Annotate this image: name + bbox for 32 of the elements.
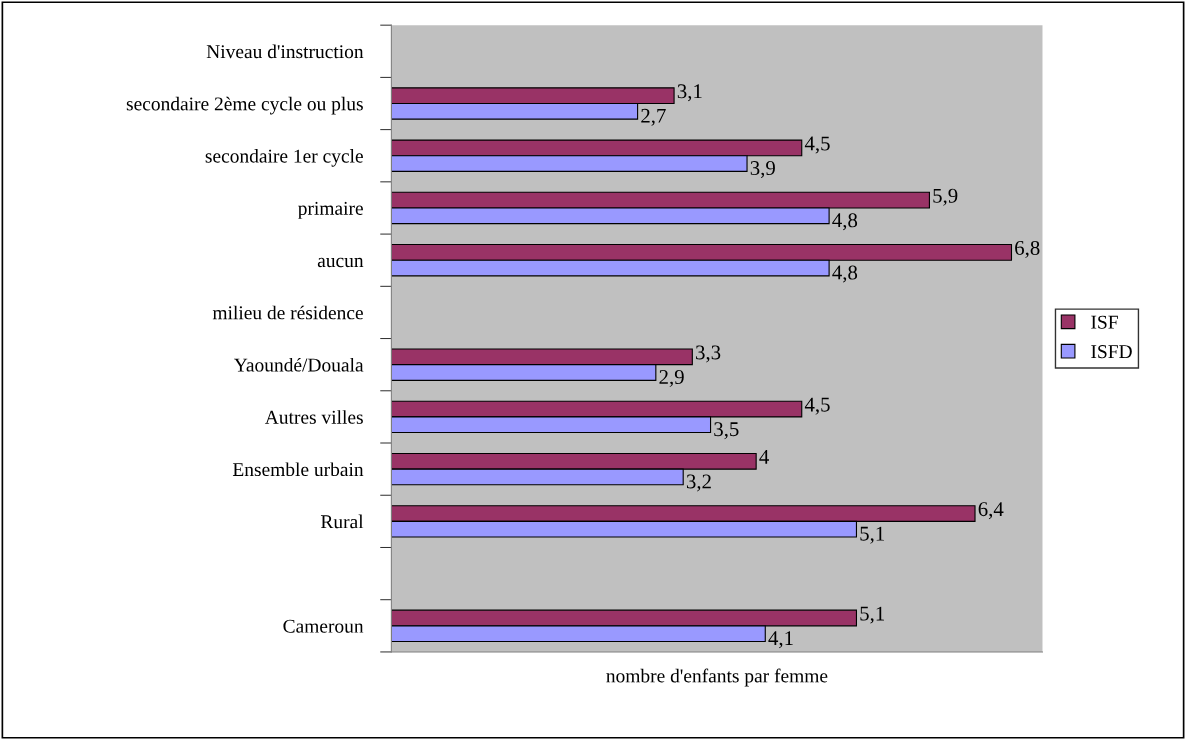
data-label: 5,1	[860, 526, 884, 544]
data-label: 4,1	[768, 631, 793, 649]
data-label: 4	[759, 449, 769, 464]
data-label: 2,7	[641, 108, 666, 126]
y-tick-label: secondaire 1er cycle	[205, 148, 363, 167]
data-label: 3,2	[686, 474, 711, 492]
data-label: 4,8	[832, 265, 858, 283]
legend-label: ISF	[1091, 315, 1118, 329]
y-tick-label: primaire	[298, 201, 363, 219]
data-label: 4,5	[804, 397, 830, 415]
data-label: 3,3	[696, 345, 721, 363]
data-label: 3,5	[714, 422, 739, 440]
data-label: 4,5	[804, 136, 830, 154]
y-tick-label: Niveau d'instruction	[206, 44, 364, 59]
y-tick-label: Ensemble urbain	[232, 462, 364, 477]
x-axis-title: nombre d'enfants par femme	[606, 668, 828, 687]
data-label: 3,9	[750, 161, 775, 179]
data-label: 6,8	[1015, 240, 1040, 258]
data-label: 4,8	[832, 213, 858, 231]
y-tick-label: Cameroun	[283, 619, 364, 633]
data-label: 5,9	[933, 188, 958, 206]
data-label: 2,9	[659, 369, 684, 387]
legend-label: ISFD	[1091, 345, 1132, 359]
y-tick-label: secondaire 2ème cycle ou plus	[126, 96, 363, 115]
y-tick-label: Autres villes	[264, 410, 363, 424]
data-label: 5,1	[860, 606, 884, 624]
data-label: 6,4	[978, 502, 1004, 520]
data-label: 3,1	[677, 84, 702, 102]
y-tick-label: Rural	[320, 514, 364, 529]
y-tick-label: milieu de résidence	[212, 305, 363, 320]
y-tick-label: aucun	[317, 257, 364, 268]
y-tick-label: Yaoundé/Douala	[234, 357, 364, 372]
